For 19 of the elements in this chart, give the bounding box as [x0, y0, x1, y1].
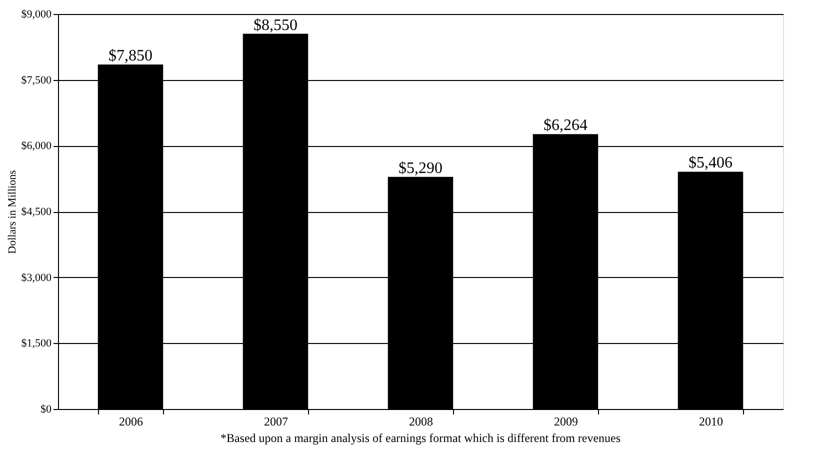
y-tick-label: $7,500	[21, 74, 52, 86]
y-axis-title: Dollars in Millions	[6, 170, 18, 254]
data-label: $5,290	[398, 160, 442, 177]
y-tick-label: $1,500	[21, 338, 52, 350]
data-label: $8,550	[254, 16, 298, 34]
data-label: $5,406	[688, 154, 732, 172]
data-label: $6,264	[544, 117, 588, 134]
y-tick-label: $4,500	[21, 206, 52, 218]
y-tick-label: $0	[40, 404, 52, 416]
data-label: $7,850	[108, 47, 152, 64]
x-tick-label: 2009	[554, 414, 578, 428]
y-tick-label: $9,000	[21, 8, 52, 20]
y-tick-label: $3,000	[21, 272, 52, 284]
x-tick-label: 2007	[264, 414, 288, 428]
x-tick-label: 2008	[409, 414, 433, 428]
y-tick-label: $6,000	[21, 140, 52, 152]
text: *Based upon a margin analysis of earnings format which is different from revenues	[220, 431, 621, 445]
x-tick-label: 2006	[119, 414, 143, 428]
x-tick-label: 2010	[699, 414, 723, 428]
